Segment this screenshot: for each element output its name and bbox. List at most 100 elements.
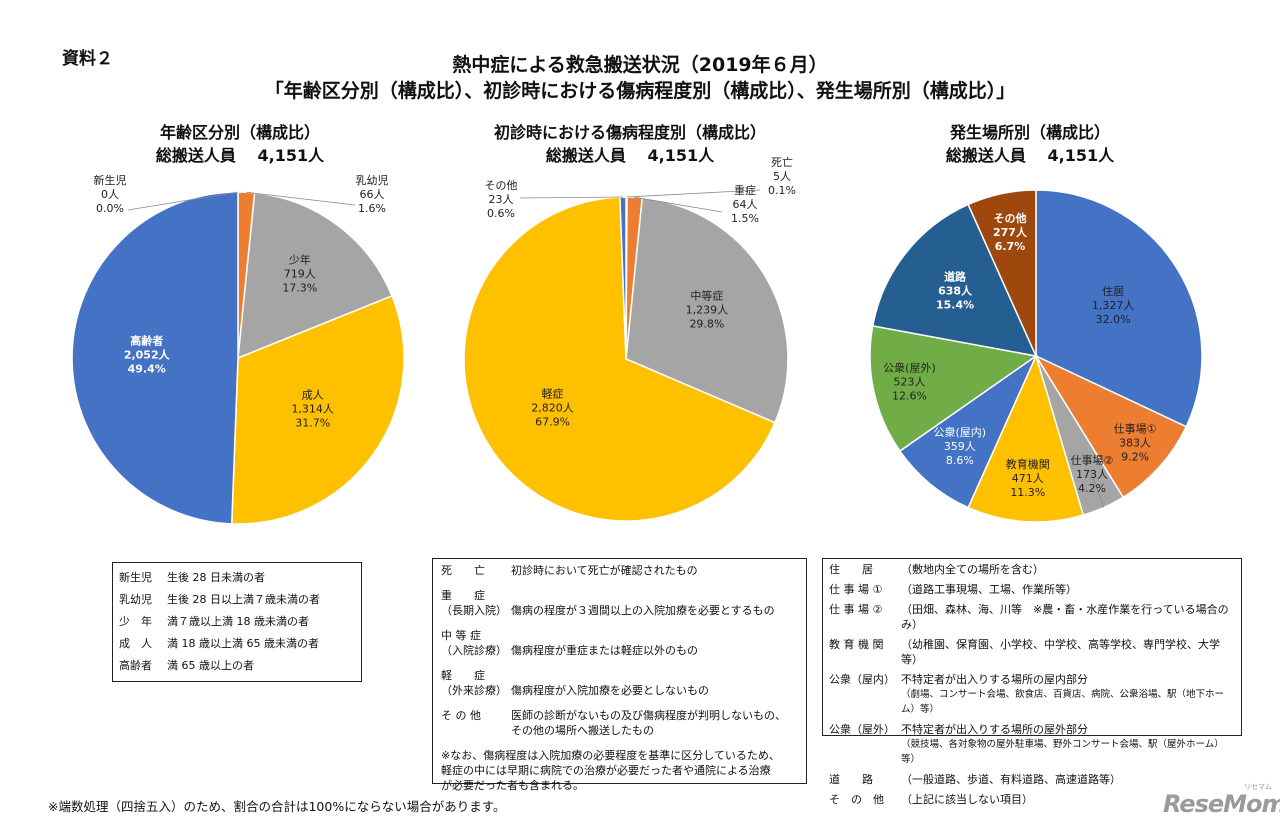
age-legend-desc: 満７歳以上満 18 歳未満の者 — [167, 615, 309, 628]
age-legend-term: 成 人 — [119, 637, 152, 650]
place-legend-term: 公衆（屋外） — [829, 723, 895, 736]
place-slice-5 — [869, 325, 1038, 453]
severity-legend-desc: 傷病の程度が３週間以上の入院加療を必要とするもの — [511, 604, 775, 617]
place-slice-1 — [1034, 354, 1188, 499]
severity-legend-term: 重 症 — [441, 589, 485, 602]
place-legend-row: 住 居 （敷地内全ての場所を含む） — [829, 562, 1235, 577]
severity-chart-title: 初診時における傷病程度別（構成比） — [493, 123, 766, 142]
place-slice-0 — [1035, 189, 1203, 428]
place-legend-term: そ の 他 — [829, 793, 884, 806]
place-label-5: 公衆(屋外) 523人 12.6% — [883, 361, 936, 402]
severity-legend-row: 死 亡 初診時において死亡が確認されたもの — [441, 563, 798, 578]
place-legend-term: 教 育 機 関 — [829, 638, 884, 651]
place-slice-7 — [967, 189, 1037, 357]
place-legend-term: 住 居 — [829, 563, 873, 576]
place-legend-desc2: （競技場、各対象物の屋外駐車場、野外コンサート会場、駅（屋外ホーム）等） — [901, 739, 1224, 765]
footnote: ※端数処理（四捨五入）のため、割合の合計は100%にならない場合があります。 — [48, 799, 506, 814]
age-slice-3 — [230, 294, 405, 525]
place-chart-title: 発生場所別（構成比） — [949, 123, 1110, 142]
place-legend-row: 公衆（屋内） 不特定者が出入りする場所の屋内部分 （劇場、コンサート会場、飲食店、百… — [829, 672, 1235, 717]
age-label-0: 新生児 0人 0.0% — [94, 173, 127, 215]
age-legend-desc: 満 65 歳以上の者 — [167, 659, 254, 672]
severity-leader-4 — [519, 196, 623, 199]
severity-legend-desc: 初診時において死亡が確認されたもの — [511, 564, 698, 577]
place-legend-desc: 不特定者が出入りする場所の屋内部分 — [901, 673, 1088, 686]
severity-legend-term: 軽 症 — [441, 669, 485, 682]
place-legend-desc: 不特定者が出入りする場所の屋外部分 — [901, 723, 1088, 736]
age-label-2: 少年 719人 17.3% — [282, 253, 317, 295]
place-legend-desc: （田畑、森林、海、川等 ※農・畜・水産作業を行っている場合のみ） — [901, 603, 1229, 631]
place-legend: 住 居（敷地内全ての場所を含む）仕 事 場 ① （道路工事現場、工場、作業所等）仕… — [822, 558, 1242, 806]
place-label-4: 公衆(屋内) 359人 8.6% — [934, 425, 987, 467]
place-legend-spacer — [829, 737, 901, 767]
severity-label-2: 中等症 1,239人 29.8% — [686, 288, 729, 330]
severity-slice-3 — [463, 196, 776, 522]
severity-legend-row: 中 等 症 （入院診療） 傷病程度が重症または軽症以外のもの — [441, 628, 798, 658]
severity-label-1: 重症 64人 1.5% — [731, 183, 759, 225]
age-legend-row: 成 人 満 18 歳以上満 65 歳未満の者 — [119, 633, 355, 655]
severity-label-3: 軽症 2,820人 67.9% — [531, 386, 574, 428]
age-legend-row: 少 年 満７歳以上満 18 歳未満の者 — [119, 611, 355, 633]
severity-note-line: が必要だった者も含まれる。 — [441, 779, 584, 792]
severity-legend-desc2: その他の場所へ搬送したもの — [511, 724, 654, 737]
age-legend: 新生児 生後 28 日未満の者 乳幼児 生後 28 日以上満７歳未満の者少 年 満７歳以… — [112, 562, 362, 682]
severity-legend-desc: 傷病程度が入院加療を必要としないもの — [511, 684, 709, 697]
place-chart-header: 発生場所別（構成比） 総搬送人員 4,151人 — [880, 121, 1180, 167]
place-legend-desc: （敷地内全ての場所を含む） — [901, 563, 1044, 576]
place-legend-row: 道 路 （一般道路、歩道、有料道路、高速道路等） — [829, 772, 1235, 787]
severity-legend-term2: （外来診療） — [441, 684, 507, 697]
place-label-7: その他 277人 6.7% — [993, 211, 1028, 253]
age-legend-row: 高齢者 満 65 歳以上の者 — [119, 655, 355, 677]
place-legend-desc: （一般道路、歩道、有料道路、高速道路等） — [901, 773, 1121, 786]
pie-charts: 新生児 0人 0.0% 乳幼児 66人 1.6% 少年 719人 17.3% 成人 1,314人 31… — [71, 155, 1203, 525]
age-chart-header: 年齢区分別（構成比） 総搬送人員 4,151人 — [95, 121, 385, 167]
age-label-1: 乳幼児 66人 1.6% — [356, 174, 389, 215]
age-label-3: 成人 1,314人 31.7% — [291, 388, 334, 429]
place-slice-4 — [898, 353, 1038, 509]
place-label-1: 仕事場① 383人 9.2% — [1114, 422, 1157, 463]
place-legend-term: 仕 事 場 ① — [829, 583, 883, 596]
place-legend-row: 仕 事 場 ① （道路工事現場、工場、作業所等） — [829, 582, 1235, 597]
place-label-0: 住居 1,327人 32.0% — [1092, 284, 1135, 326]
place-legend-row: そ の 他 （上記に該当しない項目） — [829, 792, 1235, 807]
place-label-6: 道路 638人 15.4% — [936, 269, 974, 311]
place-legend-spacer — [829, 687, 901, 717]
age-legend-row: 乳幼児 生後 28 日以上満７歳未満の者 — [119, 589, 355, 611]
severity-legend-desc: 傷病程度が重症または軽症以外のもの — [511, 644, 698, 657]
place-legend-term: 道 路 — [829, 773, 873, 786]
place-legend-term: 公衆（屋内） — [829, 673, 895, 686]
place-legend-desc2: （劇場、コンサート会場、飲食店、百貨店、病院、公衆浴場、駅（地下ホーム）等） — [901, 689, 1225, 715]
place-chart-subtitle: 総搬送人員 4,151人 — [945, 146, 1115, 165]
place-label-3: 教育機関 471人 11.3% — [1006, 457, 1050, 499]
age-leader-0 — [127, 191, 239, 211]
place-legend-desc: （道路工事現場、工場、作業所等） — [901, 583, 1077, 596]
age-leader-1 — [246, 191, 356, 206]
place-label-2: 仕事場② 173人 4.2% — [1071, 454, 1114, 495]
severity-legend-term: 死 亡 — [441, 564, 485, 577]
age-legend-term: 新生児 — [119, 571, 152, 584]
place-legend-row: 教 育 機 関 （幼稚園、保育園、小学校、中学校、高等学校、専門学校、大学等） — [829, 637, 1235, 667]
severity-legend-term2: （長期入院） — [441, 604, 507, 617]
place-legend-term: 仕 事 場 ② — [829, 603, 883, 616]
resemom-logo: ReseMom — [1163, 790, 1280, 818]
place-legend-desc: （幼稚園、保育園、小学校、中学校、高等学校、専門学校、大学等） — [901, 638, 1220, 666]
severity-legend-row: 重 症 （長期入院） 傷病の程度が３週間以上の入院加療を必要とするもの — [441, 588, 798, 618]
severity-leader-1 — [634, 196, 723, 213]
place-legend-row: 仕 事 場 ② （田畑、森林、海、川等 ※農・畜・水産作業を行っている場合のみ） — [829, 602, 1235, 632]
age-legend-term: 乳幼児 — [119, 593, 152, 606]
page-subtitle: 「年齢区分別（構成比）、初診時における傷病程度別（構成比）、発生場所別（構成比）… — [264, 80, 1016, 102]
place-leader-2 — [1089, 469, 1105, 508]
severity-legend-term2: （入院診療） — [441, 644, 507, 657]
severity-legend-desc: 医師の診断がないもの及び傷病程度が判明しないもの、 — [511, 709, 786, 722]
severity-slice-2 — [625, 196, 789, 424]
severity-legend: 死 亡 初診時において死亡が確認されたもの重 症 （長期入院） 傷病の程度が３週間以上… — [432, 558, 807, 792]
age-legend-row: 新生児 生後 28 日未満の者 — [119, 567, 355, 589]
severity-legend-row: 軽 症 （外来診療） 傷病程度が入院加療を必要としないもの — [441, 668, 798, 698]
age-legend-term: 高齢者 — [119, 659, 152, 672]
severity-legend-term: そ の 他 — [441, 709, 481, 722]
age-chart-title: 年齢区分別（構成比） — [159, 123, 320, 142]
resemom-logo-sub: リセマム — [1244, 783, 1272, 791]
severity-note-line: ※なお、傷病程度は入院加療の必要程度を基準に区分しているため、 — [441, 749, 780, 762]
severity-legend-spacer — [441, 723, 511, 738]
severity-legend-row: そ の 他 医師の診断がないもの及び傷病程度が判明しないもの、 その他の場所へ搬送し… — [441, 708, 798, 738]
